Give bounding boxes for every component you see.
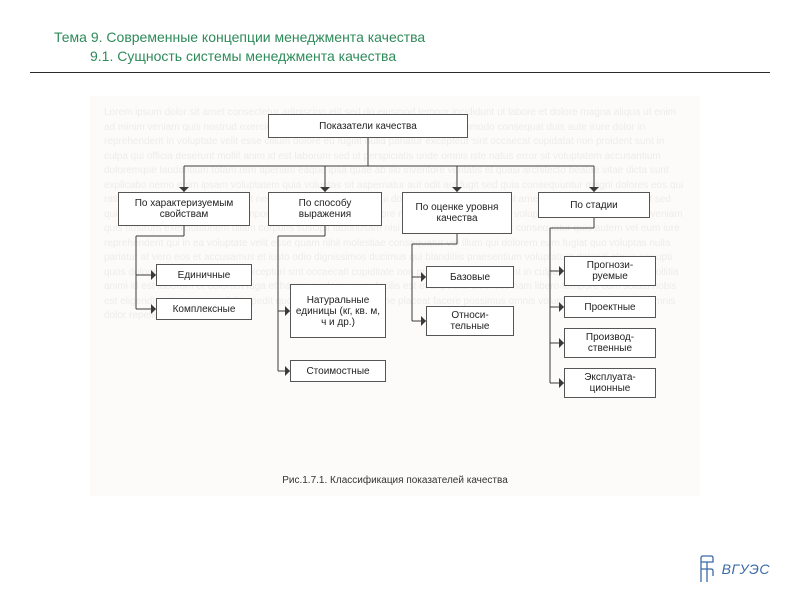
heading-line-2: 9.1. Сущность системы менеджмента качест… xyxy=(54,47,746,66)
node-c1b: Комплексные xyxy=(156,298,252,320)
heading-rule xyxy=(30,72,770,73)
logo: ВГУЭС xyxy=(698,554,770,584)
logo-text: ВГУЭС xyxy=(722,561,770,577)
node-c1: По характеризуемым свойствам xyxy=(118,192,250,226)
node-root: Показатели качества xyxy=(268,114,468,138)
node-c3: По оценке уровня качества xyxy=(402,192,512,234)
node-c4b: Проектные xyxy=(564,296,656,318)
logo-mark-icon xyxy=(698,554,716,584)
node-c2a: Натуральные единицы (кг, кв. м, ч и др.) xyxy=(290,284,386,338)
node-c2b: Стоимостные xyxy=(290,360,386,382)
node-c4a: Прогнози- руемые xyxy=(564,256,656,286)
node-c3b: Относи- тельные xyxy=(426,306,514,336)
page: Тема 9. Современные концепции менеджмент… xyxy=(0,0,800,600)
node-c3a: Базовые xyxy=(426,266,514,288)
node-c4: По стадии xyxy=(538,192,650,218)
heading-line-1: Тема 9. Современные концепции менеджмент… xyxy=(54,28,746,47)
heading: Тема 9. Современные концепции менеджмент… xyxy=(54,28,746,66)
node-c4c: Производ- ственные xyxy=(564,328,656,358)
node-c4d: Эксплуата- ционные xyxy=(564,368,656,398)
diagram: Lorem ipsum dolor sit amet consectetur a… xyxy=(90,96,700,496)
node-c2: По способу выражения xyxy=(268,192,382,226)
node-c1a: Единичные xyxy=(156,264,252,286)
diagram-caption: Рис.1.7.1. Классификация показателей кач… xyxy=(90,475,700,486)
